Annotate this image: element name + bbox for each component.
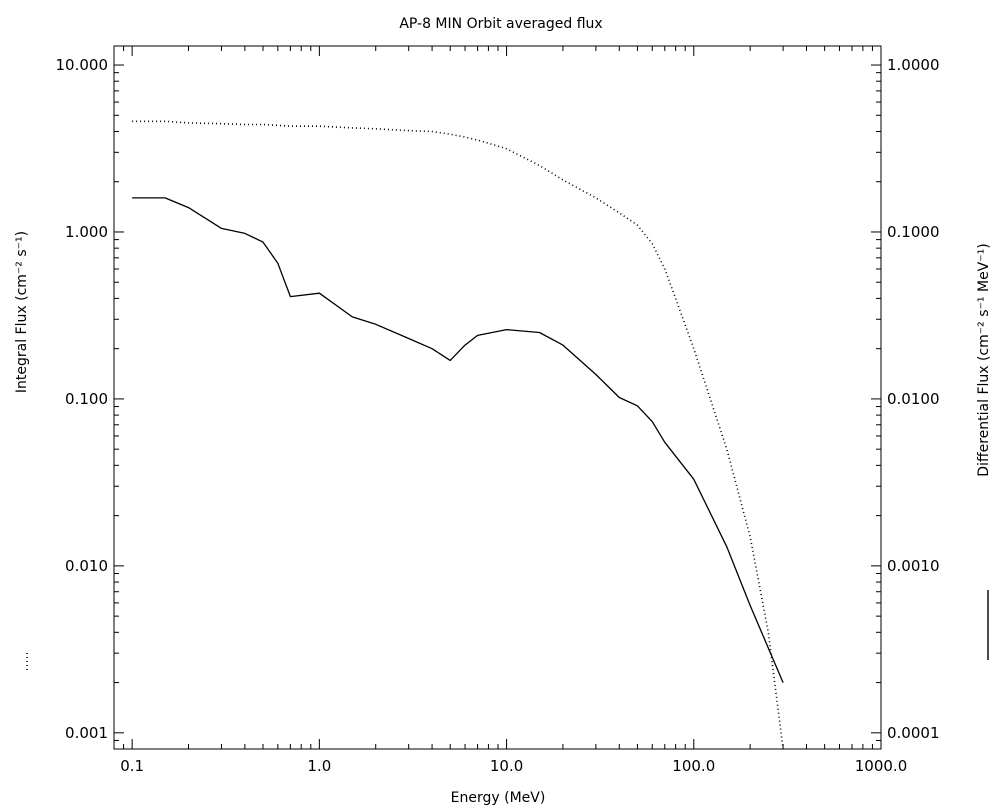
axis-ticks [113,46,882,750]
differential-flux-series [132,197,784,683]
y-left-tick-label: 0.001 [65,724,108,742]
x-tick-label: 0.1 [120,757,144,775]
y-right-tick-label: 0.0010 [887,557,940,575]
series-group [132,120,784,750]
y-left-axis-label: Integral Flux (cm⁻² s⁻¹) [14,231,30,393]
x-axis-label: Energy (MeV) [451,790,546,806]
y-right-tick-label: 0.1000 [887,223,940,241]
x-tick-label: 1.0 [307,757,331,775]
x-tick-label: 1000.0 [855,757,908,775]
y-right-tick-label: 1.0000 [887,56,940,74]
y-left-tick-label: 0.010 [65,557,108,575]
y-right-tick-label: 0.0001 [887,724,940,742]
y-left-tick-label: 10.000 [56,56,109,74]
axis-tick-labels: 0.1 1.0 10.0 100.0 1000.0 10.000 1.000 0.100 0.0… [56,56,940,775]
chart-title: AP-8 MIN Orbit averaged flux [399,16,602,32]
x-tick-label: 10.0 [490,757,523,775]
y-right-axis-label: Differential Flux (cm⁻² s⁻¹ MeV⁻¹) [976,243,992,476]
y-right-tick-label: 0.0100 [887,390,940,408]
y-left-tick-label: 1.000 [65,223,108,241]
plot-frame [113,45,882,750]
y-left-tick-label: 0.100 [65,390,108,408]
integral-flux-series [132,120,784,750]
x-tick-label: 100.0 [672,757,715,775]
